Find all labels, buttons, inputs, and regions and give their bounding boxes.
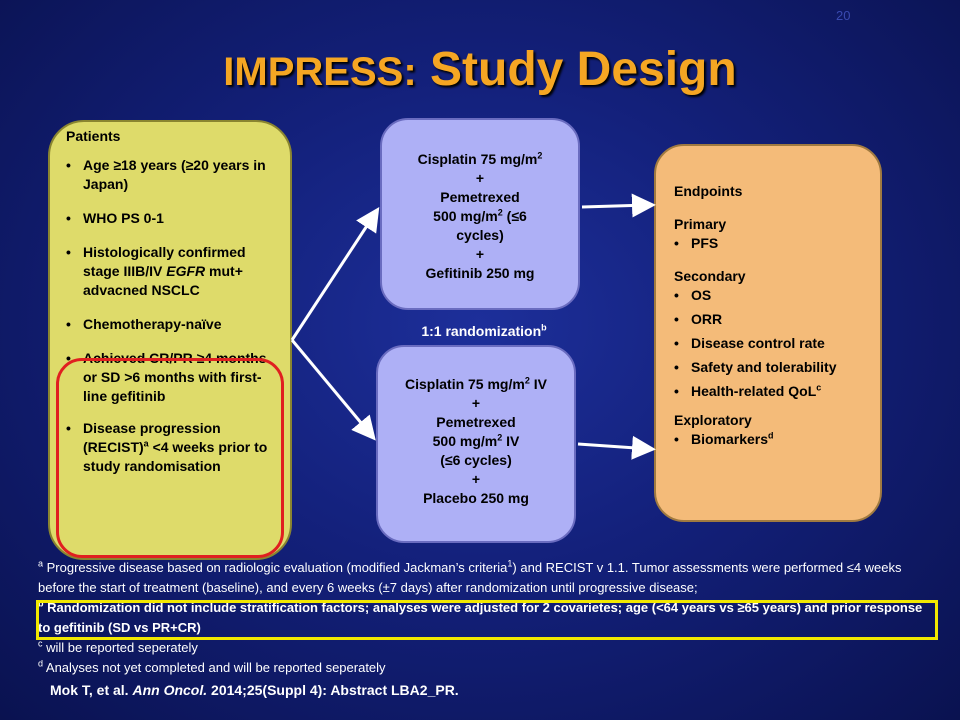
gefitinib-arm-box: Cisplatin 75 mg/m2 + Pemetrexed 500 mg/m… (380, 118, 580, 310)
exploratory-item-biomarkers: Biomarkersd (674, 430, 870, 449)
secondary-item-orr: ORR (674, 310, 870, 329)
slide-number: 20 (836, 8, 851, 23)
arrow-arm1-to-endpoints (581, 193, 656, 218)
endpoints-heading: Endpoints (674, 183, 743, 199)
arrow-to-placebo-arm (290, 339, 376, 441)
patients-item-age: Age ≥18 years (≥20 years in Japan) (66, 156, 280, 194)
primary-list: PFS (674, 234, 870, 253)
secondary-item-safety: Safety and tolerability (674, 358, 870, 377)
footnote-a: a Progressive disease based on radiologi… (38, 558, 902, 595)
title-part1: IMPRESS (223, 50, 404, 94)
progression-text: Disease progression (RECIST) (83, 420, 221, 455)
progression-text-2: <4 weeks prior to study randomisation (83, 439, 268, 474)
footnote-d: d Analyses not yet completed and will be… (38, 658, 386, 675)
arm1-line5: Gefitinib 250 mg (425, 265, 535, 281)
arm1-line3: 500 mg/m2 (≤6 (433, 207, 527, 224)
secondary-heading: Secondary (674, 268, 746, 284)
patients-item-chemo: Chemotherapy-naïve (66, 315, 280, 334)
title-part2: Study Design (416, 43, 737, 96)
arm1-line4: cycles) (456, 227, 504, 243)
placebo-arm-box: Cisplatin 75 mg/m2 IV + Pemetrexed 500 m… (376, 345, 576, 543)
randomization-label: 1:1 randomizationb (421, 322, 547, 339)
footnotes: a Progressive disease based on radiologi… (38, 558, 938, 678)
arm2-line4: (≤6 cycles) (440, 452, 512, 468)
reference-citation: Mok T, et al. Ann Oncol. 2014;25(Suppl 4… (50, 682, 459, 698)
arm2-line3: 500 mg/m2 IV (432, 432, 520, 449)
patients-heading: Patients (66, 128, 121, 144)
arm2-line5: Placebo 250 mg (423, 490, 529, 506)
progression-sup: a (143, 438, 149, 449)
patients-item-histology: Histologically confirmed stage IIIB/IV E… (66, 243, 280, 300)
arm1-line1: Cisplatin 75 mg/m2 (417, 150, 543, 167)
exploratory-list: Biomarkersd (674, 430, 870, 449)
arrow-arm2-to-endpoints (577, 435, 656, 460)
yellow-highlight-box (36, 600, 938, 640)
patients-item-progression: Disease progression (RECIST)a <4 weeks p… (66, 419, 280, 476)
egfr-text: EGFR (166, 263, 206, 279)
exploratory-heading: Exploratory (674, 412, 752, 428)
primary-item-pfs: PFS (674, 234, 870, 253)
arrow-to-gefitinib-arm (290, 206, 380, 341)
secondary-list: OS ORR Disease control rate Safety and t… (674, 286, 870, 401)
slide-title: IMPRESS: Study Design (0, 42, 960, 97)
title-colon: : (403, 50, 417, 94)
patients-box: Patients Age ≥18 years (≥20 years in Jap… (48, 120, 292, 560)
arm2-plus1: + (471, 395, 481, 411)
arm2-line1: Cisplatin 75 mg/m2 IV (405, 375, 547, 392)
arm1-plus2: + (475, 246, 485, 262)
histology-text: Histologically confirmed stage IIIB/IV (83, 244, 246, 279)
secondary-item-dcr: Disease control rate (674, 334, 870, 353)
footnote-c: c will be reported seperately (38, 638, 198, 655)
footnote-b: b Randomization did not include stratifi… (38, 598, 923, 635)
secondary-item-qol: Health-related QoLc (674, 382, 870, 401)
arm2-line2: Pemetrexed (436, 414, 516, 430)
arm1-line2: Pemetrexed (440, 189, 520, 205)
secondary-item-os: OS (674, 286, 870, 305)
endpoints-box: Endpoints Primary PFS Secondary OS ORR D… (654, 144, 882, 522)
primary-heading: Primary (674, 216, 727, 232)
histology-text-2: mut+ advacned NSCLC (83, 263, 243, 298)
red-highlight-box (56, 358, 284, 558)
patients-item-ps: WHO PS 0-1 (66, 209, 280, 228)
arm1-plus1: + (475, 170, 485, 186)
arm2-plus2: + (471, 471, 481, 487)
patients-list: Age ≥18 years (≥20 years in Japan) WHO P… (66, 156, 280, 476)
